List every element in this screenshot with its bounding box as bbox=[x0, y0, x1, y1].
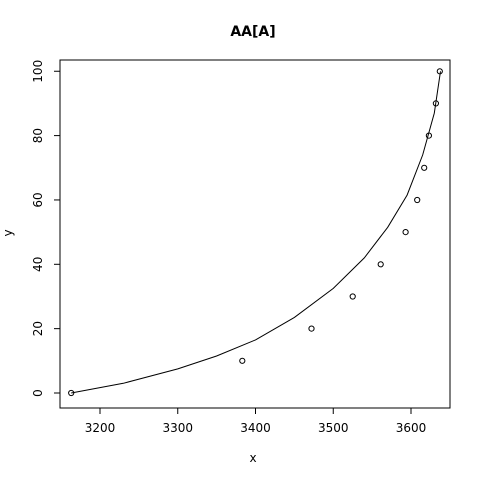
x-tick-label: 3500 bbox=[318, 421, 349, 435]
y-axis-label: y bbox=[1, 229, 15, 236]
y-tick-label: 20 bbox=[31, 321, 45, 336]
y-tick-label: 80 bbox=[31, 128, 45, 143]
data-point bbox=[421, 164, 428, 171]
x-tick-label: 3600 bbox=[396, 421, 427, 435]
data-point bbox=[402, 229, 409, 236]
data-point bbox=[349, 293, 356, 300]
y-tick-label: 40 bbox=[31, 257, 45, 272]
data-point bbox=[425, 132, 432, 139]
data-point bbox=[377, 261, 384, 268]
y-axis: 0 20 40 60 80 100 bbox=[31, 60, 60, 397]
x-tick-label: 3300 bbox=[162, 421, 193, 435]
y-tick-label: 60 bbox=[31, 192, 45, 207]
data-point bbox=[68, 389, 75, 397]
data-point bbox=[432, 100, 439, 107]
data-points-layer bbox=[68, 68, 443, 397]
data-point bbox=[436, 68, 443, 75]
x-tick-label: 3400 bbox=[240, 421, 271, 435]
fit-curve bbox=[71, 71, 441, 394]
x-axis: 3200 3300 3400 3500 3600 bbox=[85, 408, 427, 435]
plot-frame bbox=[59, 59, 451, 409]
data-point bbox=[239, 357, 246, 364]
data-point bbox=[414, 196, 421, 204]
fit-curve-layer bbox=[71, 71, 441, 394]
data-point bbox=[308, 325, 315, 332]
y-tick-label: 0 bbox=[31, 389, 45, 397]
chart-title: AA[A] bbox=[230, 24, 275, 40]
y-tick-label: 100 bbox=[31, 60, 45, 83]
x-axis-label: x bbox=[249, 451, 256, 465]
x-tick-label: 3200 bbox=[85, 421, 116, 435]
